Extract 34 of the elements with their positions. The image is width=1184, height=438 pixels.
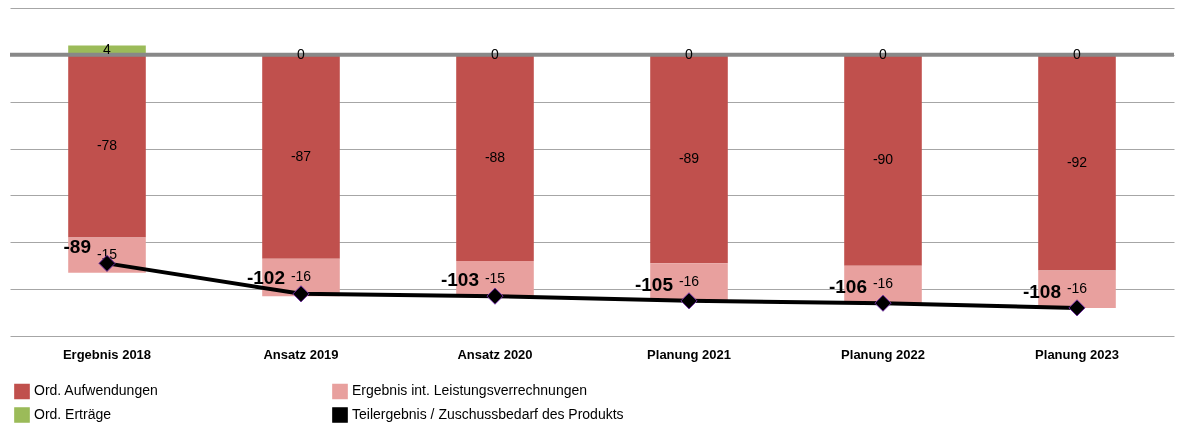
point	[292, 285, 310, 303]
point	[1068, 299, 1086, 317]
point	[486, 287, 504, 305]
data-label: -89	[63, 236, 91, 258]
data-label: 4	[103, 41, 112, 58]
x-tick-label: Ansatz 2020	[457, 346, 533, 362]
x-tick-label: Planung 2022	[841, 346, 925, 362]
legend-label: Ergebnis int. Leistungsverrechnungen	[352, 382, 588, 399]
data-label: -90	[872, 151, 894, 168]
data-label: -106	[828, 276, 867, 298]
x-tick-label: Ergebnis 2018	[62, 346, 152, 362]
data-label: -16	[1066, 280, 1088, 297]
data-label: -89	[678, 150, 700, 167]
bar	[68, 54, 146, 238]
data-label: -103	[440, 269, 479, 291]
point	[874, 294, 892, 312]
data-label: -88	[484, 148, 506, 165]
data-label: -102	[246, 266, 285, 288]
point	[680, 292, 698, 310]
data-label: -15	[484, 269, 506, 286]
data-label: -16	[678, 273, 700, 290]
legend-label: Teilergebnis / Zuschussbedarf des Produkts	[352, 406, 624, 422]
data-label: -16	[872, 275, 894, 292]
x-tick-label: Planung 2023	[1035, 346, 1119, 362]
data-label: -87	[290, 147, 312, 164]
data-label: -92	[1066, 153, 1088, 170]
x-tick-label: Ansatz 2019	[263, 346, 339, 362]
legend-label: Ord. Aufwendungen	[34, 382, 158, 399]
data-label: -105	[634, 273, 674, 295]
legend-label: Ord. Erträge	[34, 406, 112, 422]
x-tick-label: Planung 2021	[647, 346, 731, 362]
data-label: -16	[290, 268, 312, 285]
data-label: -78	[96, 137, 118, 154]
data-label: -108	[1022, 280, 1061, 302]
